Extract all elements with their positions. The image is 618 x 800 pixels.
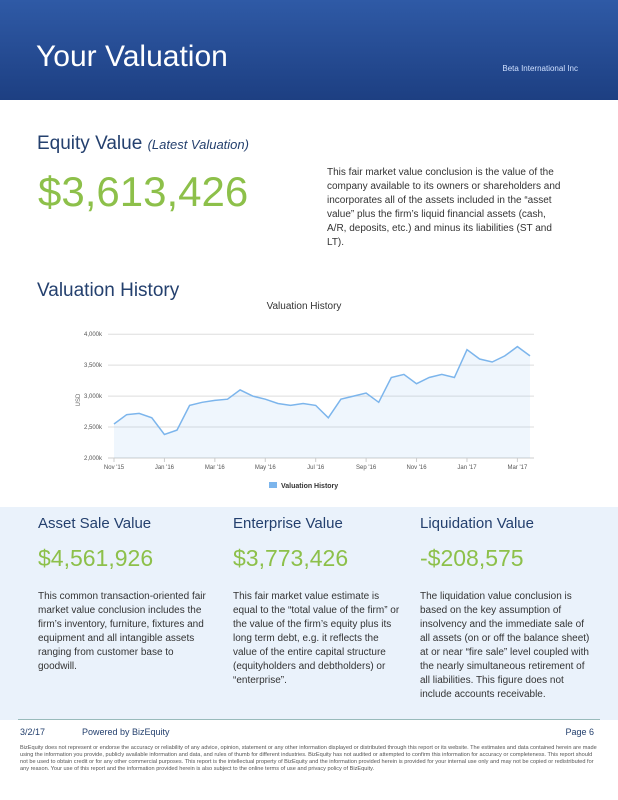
x-tick-label: Mar '17 [507,465,527,471]
x-tick-label: Nov '15 [104,465,125,471]
value-card: Enterprise Value $3,773,426 This fair mark… [233,515,403,688]
footer-rule [18,719,600,720]
company-name: Beta International Inc [502,64,578,73]
history-heading: Valuation History [37,280,180,301]
y-tick-label: 4,000k [84,332,103,338]
y-tick-label: 2,000k [84,456,103,462]
header-title: Your Valuation [36,40,228,73]
equity-subtitle: (Latest Valuation) [147,137,249,152]
y-tick-label: 3,500k [84,363,103,369]
card-value: -$208,575 [420,545,524,571]
equity-description: This fair market value conclusion is the… [327,167,561,248]
y-axis-label: USD [76,393,82,406]
card-description: This common transaction-oriented fair ma… [38,591,206,672]
value-cards: Asset Sale Value $4,561,926 This common tr… [0,507,618,720]
card-title: Asset Sale Value [38,515,152,532]
card-title: Enterprise Value [233,515,343,532]
footer-date: 3/2/17 [20,727,46,737]
legend-label: Valuation History [281,483,338,490]
header-bar: Your Valuation Beta International Inc [0,0,618,100]
line [113,345,531,436]
footer-page: Page 6 [565,727,594,737]
disclaimer: BizEquity does not represent or endorse … [20,745,597,772]
card-value: $4,561,926 [38,545,154,571]
chart: Valuation History USD 2,000k 2,500k 3,000k… [76,301,534,490]
equity-value: $3,613,426 [38,168,249,215]
area [114,346,530,458]
x-tick-label: Jan '16 [155,465,175,471]
y-tick-label: 3,000k [84,394,103,400]
card-value: $3,773,426 [233,545,349,571]
card-description: The liquidation value conclusion is base… [420,591,590,700]
y-tick-label: 2,500k [84,425,103,431]
x-tick-label: Mar '16 [205,465,225,471]
x-tick-label: Jan '17 [457,465,477,471]
footer-powered: Powered by BizEquity [82,727,170,737]
x-tick-label: Sep '16 [356,465,377,471]
x-tick-label: Nov '16 [406,465,427,471]
value-card: Asset Sale Value $4,561,926 This common tr… [38,515,208,674]
value-card: Liquidation Value -$208,575 The liquidatio… [420,515,590,702]
x-tick-label: May '16 [255,465,276,471]
card-description: This fair market value estimate is equal… [233,591,400,686]
x-tick-label: Jul '16 [307,465,325,471]
legend-swatch [269,482,277,488]
equity-heading: Equity Value (Latest Valuation) [37,133,249,155]
card-title: Liquidation Value [420,515,534,532]
chart-title: Valuation History [267,301,342,312]
equity-title: Equity Value [37,133,143,154]
